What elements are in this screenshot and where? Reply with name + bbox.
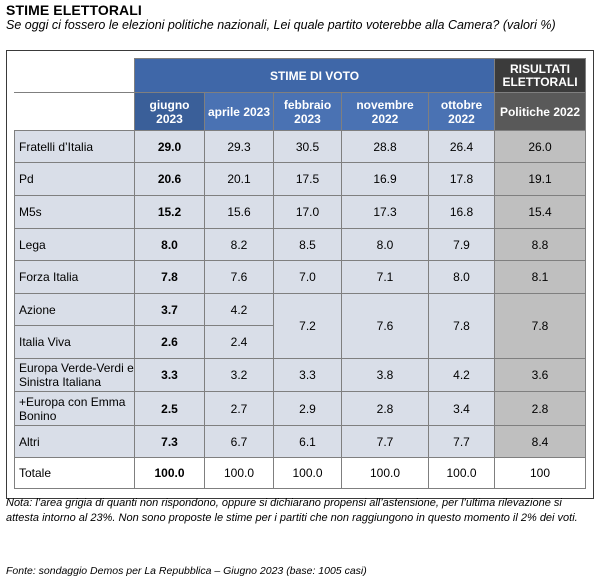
table-cell: 15.2 <box>134 195 205 229</box>
table-cell: 7.0 <box>273 260 342 294</box>
table-cell: 100.0 <box>428 457 495 489</box>
party-name: Pd <box>14 162 135 196</box>
table-corner-2 <box>14 92 135 131</box>
table-cell: 6.1 <box>273 425 342 458</box>
footnote: Nota: l’area grigia di quanti non rispon… <box>6 497 578 524</box>
table-cell: 7.6 <box>204 260 274 294</box>
column-header: giugno 2023 <box>134 92 205 131</box>
table-cell: 3.3 <box>273 358 342 392</box>
table-cell: 100 <box>494 457 586 489</box>
table-cell: 3.4 <box>428 391 495 426</box>
table-cell: 8.0 <box>428 260 495 294</box>
table-cell: 100.0 <box>273 457 342 489</box>
table-row: +Europa con Emma Bonino 2.5 2.7 2.9 2.8 … <box>14 391 586 426</box>
table-cell: 29.0 <box>134 130 205 163</box>
table-cell: 17.3 <box>341 195 429 229</box>
party-name: Lega <box>14 228 135 261</box>
source-note: Fonte: sondaggio Demos per La Repubblica… <box>6 565 367 577</box>
table-cell: 17.8 <box>428 162 495 196</box>
table-cell: 17.0 <box>273 195 342 229</box>
table-cell: 19.1 <box>494 162 586 196</box>
table-cell: 28.8 <box>341 130 429 163</box>
subtitle: Se oggi ci fossero le elezioni politiche… <box>6 18 556 32</box>
table-cell: 2.4 <box>204 325 274 359</box>
table-cell: 2.8 <box>341 391 429 426</box>
column-header: aprile 2023 <box>204 92 274 131</box>
party-name: Fratelli d’Italia <box>14 130 135 163</box>
table-cell: 7.7 <box>341 425 429 458</box>
column-header: ottobre 2022 <box>428 92 495 131</box>
table-cell: 3.8 <box>341 358 429 392</box>
table-row: Altri 7.3 6.7 6.1 7.7 7.7 8.4 <box>14 425 586 458</box>
table-cell: 3.7 <box>134 293 205 326</box>
table-row: Pd 20.6 20.1 17.5 16.9 17.8 19.1 <box>14 162 586 196</box>
table-cell: 8.1 <box>494 260 586 294</box>
table-cell: 7.1 <box>341 260 429 294</box>
table-row: Forza Italia 7.8 7.6 7.0 7.1 8.0 8.1 <box>14 260 586 294</box>
table-cell: 3.6 <box>494 358 586 392</box>
table-cell: 20.6 <box>134 162 205 196</box>
table-cell: 8.0 <box>134 228 205 261</box>
table-cell: 7.9 <box>428 228 495 261</box>
party-name: Europa Verde-Verdi e Sinistra Italiana <box>14 358 135 392</box>
table-cell: 7.7 <box>428 425 495 458</box>
table-cell: 6.7 <box>204 425 274 458</box>
table-row-total: Totale 100.0 100.0 100.0 100.0 100.0 100 <box>14 457 586 489</box>
table-cell: 8.5 <box>273 228 342 261</box>
table-cell: 29.3 <box>204 130 274 163</box>
page-title: STIME ELETTORALI <box>6 2 142 18</box>
table-cell: 100.0 <box>204 457 274 489</box>
table-corner <box>14 58 135 93</box>
table-cell: 4.2 <box>204 293 274 326</box>
table-cell: 30.5 <box>273 130 342 163</box>
table-cell-merged: 7.8 <box>428 293 495 359</box>
table-row: Fratelli d’Italia 29.0 29.3 30.5 28.8 26… <box>14 130 586 163</box>
table-cell: 26.0 <box>494 130 586 163</box>
party-name: Altri <box>14 425 135 458</box>
table-cell: 3.2 <box>204 358 274 392</box>
table-cell: 8.4 <box>494 425 586 458</box>
table-cell: 26.4 <box>428 130 495 163</box>
column-header: febbraio 2023 <box>273 92 342 131</box>
party-name: Totale <box>14 457 135 489</box>
table-cell: 7.8 <box>134 260 205 294</box>
column-header: novembre 2022 <box>341 92 429 131</box>
table-cell: 7.3 <box>134 425 205 458</box>
table-cell: 16.8 <box>428 195 495 229</box>
table-row: Azione 3.7 4.2 7.2 7.6 7.8 7.8 <box>14 293 586 359</box>
party-name: Forza Italia <box>14 260 135 294</box>
party-name: Azione <box>14 293 135 326</box>
table-frame <box>6 50 594 499</box>
table-row: Europa Verde-Verdi e Sinistra Italiana 3… <box>14 358 586 392</box>
table-cell: 2.9 <box>273 391 342 426</box>
table-cell: 16.9 <box>341 162 429 196</box>
party-name: M5s <box>14 195 135 229</box>
table-cell: 20.1 <box>204 162 274 196</box>
table-cell: 8.0 <box>341 228 429 261</box>
table-cell: 17.5 <box>273 162 342 196</box>
table-cell: 15.6 <box>204 195 274 229</box>
table-cell: 15.4 <box>494 195 586 229</box>
table-cell: 8.8 <box>494 228 586 261</box>
table-cell: 2.6 <box>134 325 205 359</box>
table-row: M5s 15.2 15.6 17.0 17.3 16.8 15.4 <box>14 195 586 229</box>
table-cell: 2.8 <box>494 391 586 426</box>
poll-table: STIME DI VOTO RISULTATI ELETTORALI giugn… <box>14 58 586 489</box>
table-cell: 100.0 <box>341 457 429 489</box>
party-name: +Europa con Emma Bonino <box>14 391 135 426</box>
table-cell: 2.5 <box>134 391 205 426</box>
column-header: Politiche 2022 <box>494 92 586 131</box>
header-risultati-elettorali: RISULTATI ELETTORALI <box>494 58 586 93</box>
table-cell: 3.3 <box>134 358 205 392</box>
table-row: Lega 8.0 8.2 8.5 8.0 7.9 8.8 <box>14 228 586 261</box>
party-name: Italia Viva <box>14 325 135 359</box>
table-cell: 100.0 <box>134 457 205 489</box>
table-cell: 8.2 <box>204 228 274 261</box>
table-cell: 4.2 <box>428 358 495 392</box>
table-cell-merged: 7.8 <box>494 293 586 359</box>
table-cell-merged: 7.2 <box>273 293 342 359</box>
header-stime-di-voto: STIME DI VOTO <box>134 58 495 93</box>
table-cell-merged: 7.6 <box>341 293 429 359</box>
table-cell: 2.7 <box>204 391 274 426</box>
